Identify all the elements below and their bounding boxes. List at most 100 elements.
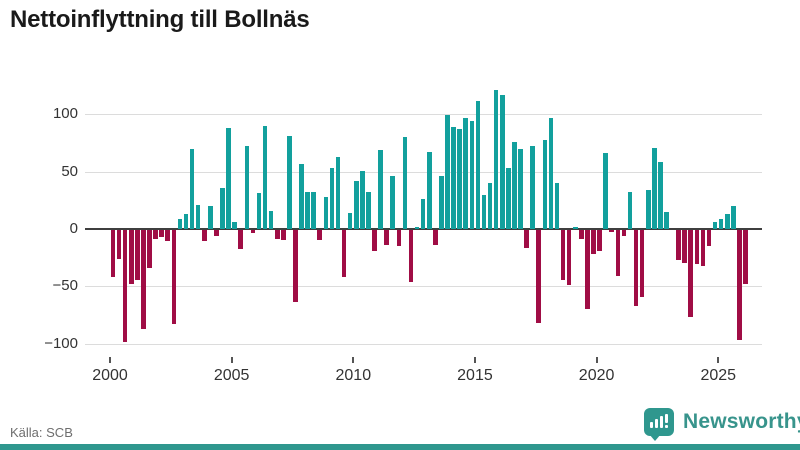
bar-2015-q3 [487,183,493,229]
bar-2010-q2 [360,170,365,229]
bar-2015-q1 [475,100,481,229]
bar-chart-badge-icon [644,408,674,441]
bar-2024-q1 [694,230,700,265]
bar-2006-q1 [256,193,262,229]
bar-2019-q2 [579,230,584,240]
bar-2023-q4 [688,230,694,318]
bar-2016-q1 [499,94,505,229]
bar-2012-q4 [420,199,426,229]
bar-2006-q2 [262,125,268,229]
bar-2016-q4 [518,148,523,229]
x-tick-2010 [352,357,355,363]
bar-2007-q4 [299,163,304,229]
bar-2012-q1 [402,137,408,229]
bar-2008-q3 [317,230,323,241]
bar-2014-q4 [469,121,475,229]
bar-2005-q4 [250,230,256,234]
bar-2022-q4 [664,211,669,229]
y-axis-label-50: 50 [61,162,78,180]
bar-2019-q4 [591,230,596,255]
bar-2007-q3 [293,230,298,303]
bar-2003-q4 [201,230,207,242]
bar-2016-q3 [512,141,517,229]
x-tick-2000 [109,357,111,363]
newsworthy-logo[interactable]: Newsworthy [644,406,800,442]
bar-2000-q2 [116,230,122,259]
bar-2013-q2 [433,230,438,245]
bar-2005-q3 [244,146,250,229]
y-axis-label-100: 100 [52,105,78,123]
x-axis-label-2010: 2010 [335,367,372,384]
bar-2022-q1 [645,190,651,229]
bar-2021-q2 [627,192,633,229]
bar-2011-q1 [378,149,383,229]
bar-2012-q2 [408,230,414,282]
bar-2012-q3 [414,226,420,229]
bar-2022-q2 [651,147,657,229]
bar-2011-q2 [384,230,389,245]
x-axis-label-2020: 2020 [578,367,615,384]
bar-2002-q3 [171,230,177,325]
bar-2017-q3 [536,230,542,323]
bar-2002-q2 [165,230,171,242]
x-axis-label-2015: 2015 [457,367,493,384]
newsworthy-wordmark: Newsworthy [683,410,800,433]
bar-2020-q1 [597,230,602,251]
bar-2018-q2 [554,183,560,229]
bar-2000-q4 [128,230,134,284]
bar-2008-q1 [305,192,310,229]
zero-axis-line [85,228,762,230]
bar-2009-q2 [335,156,341,229]
bar-2015-q4 [493,90,499,229]
bar-2010-q4 [372,230,377,251]
x-tick-2025 [717,357,720,363]
source-label: Källa: SCB [10,425,73,440]
bar-2002-q1 [159,230,164,237]
gridline-y-100 [85,343,762,345]
bar-2002-q4 [177,218,183,229]
bar-2000-q3 [122,230,128,343]
bar-2019-q3 [585,230,590,310]
bar-2001-q3 [147,230,152,268]
bar-2019-q1 [572,226,578,229]
bar-2006-q3 [268,210,274,229]
bar-2001-q4 [153,230,158,240]
bar-2008-q4 [323,196,329,229]
bar-2009-q3 [341,230,347,277]
bar-2017-q1 [524,230,529,249]
bar-2020-q3 [609,230,615,233]
bar-2024-q4 [712,222,718,229]
bar-2025-q1 [718,218,724,229]
bar-2007-q1 [280,230,286,241]
bar-2026-q1 [743,230,748,284]
bar-2025-q2 [724,214,730,229]
y-axis-label--50: −50 [52,277,78,295]
y-axis-label-0: 0 [69,220,78,237]
bar-2024-q3 [706,230,712,247]
x-axis-label-2005: 2005 [213,367,250,384]
bar-2010-q1 [353,180,359,229]
bar-2010-q3 [366,192,371,229]
bar-2005-q1 [232,222,237,229]
y-axis-label--100: −100 [44,334,78,352]
bar-2014-q1 [451,126,456,229]
bar-2025-q4 [737,230,742,341]
bar-2018-q1 [548,117,554,229]
bar-2004-q2 [214,230,219,236]
bar-2017-q2 [530,146,535,229]
bar-2009-q4 [347,212,353,229]
chart-title: Nettoinflyttning till Bollnäs [10,6,310,33]
bar-2005-q2 [238,230,244,250]
bar-2013-q3 [439,176,444,229]
x-tick-2020 [595,357,598,363]
bar-2021-q4 [639,230,645,297]
bar-2000-q1 [110,230,116,277]
brand-bottom-strip [0,444,800,450]
x-tick-2005 [230,357,233,363]
bar-2011-q4 [396,230,402,247]
bar-2004-q1 [208,206,213,229]
bar-2021-q3 [633,230,639,306]
bar-2008-q2 [311,192,316,229]
bar-2017-q4 [542,139,548,229]
bar-2013-q4 [445,115,450,229]
